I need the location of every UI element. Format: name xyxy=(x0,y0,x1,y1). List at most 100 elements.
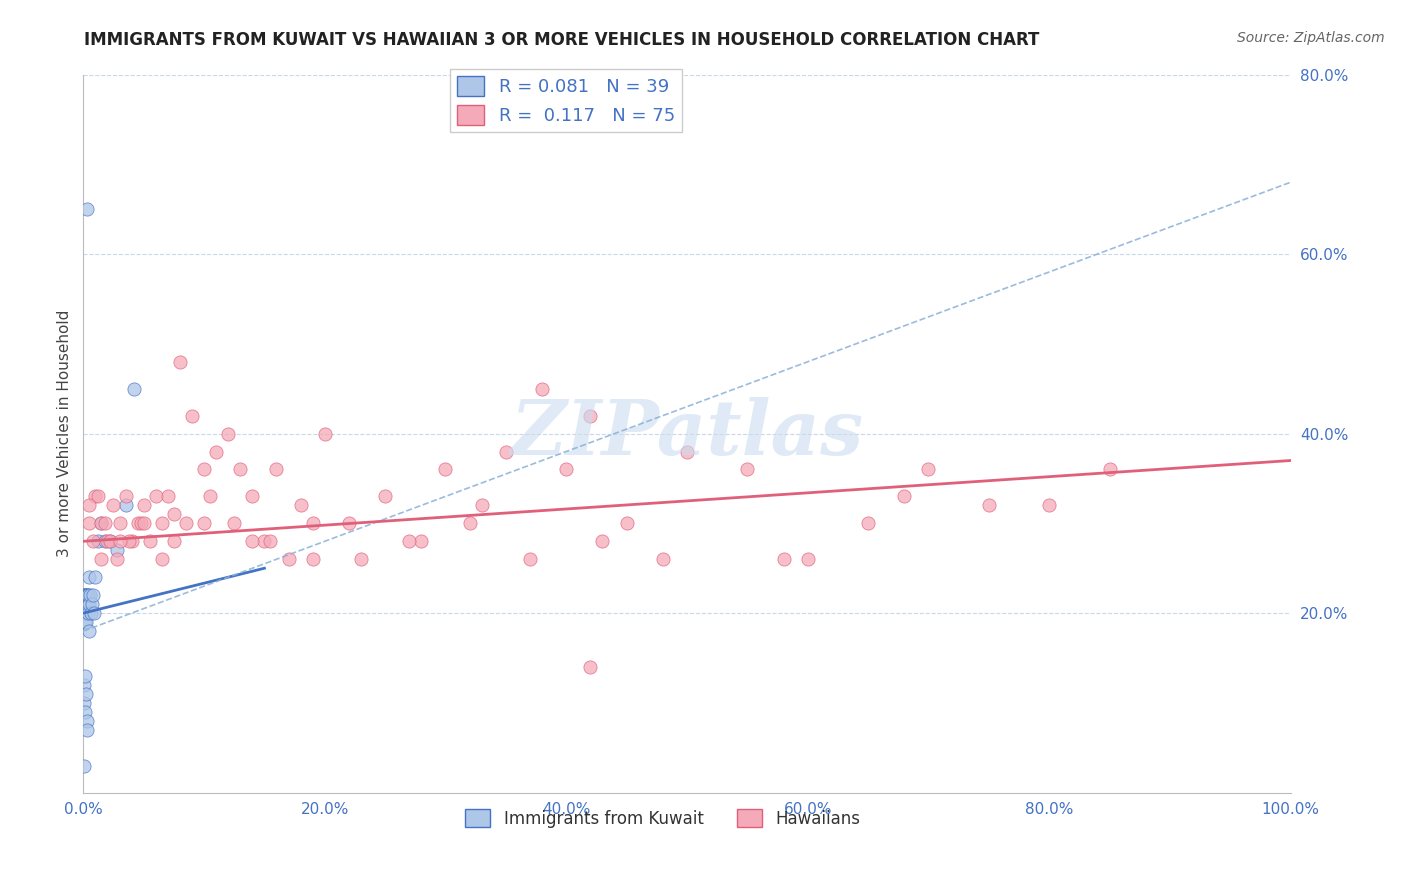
Point xyxy=(77,597,100,611)
Point xyxy=(314,426,336,441)
Text: IMMIGRANTS FROM KUWAIT VS HAWAIIAN 3 OR MORE VEHICLES IN HOUSEHOLD CORRELATION C: IMMIGRANTS FROM KUWAIT VS HAWAIIAN 3 OR … xyxy=(84,31,1039,49)
Point xyxy=(350,552,373,566)
Point xyxy=(80,597,103,611)
Point xyxy=(150,552,173,566)
Point xyxy=(77,606,100,620)
Point xyxy=(163,534,186,549)
Point xyxy=(73,758,96,772)
Point xyxy=(79,588,101,602)
Point xyxy=(277,552,299,566)
Point xyxy=(108,534,131,549)
Point xyxy=(105,543,128,558)
Point xyxy=(156,490,179,504)
Point xyxy=(79,499,101,513)
Point xyxy=(94,534,117,549)
Point xyxy=(193,462,215,476)
Point xyxy=(224,516,246,531)
Point xyxy=(471,499,494,513)
Point xyxy=(737,462,759,476)
Legend: Immigrants from Kuwait, Hawaiians: Immigrants from Kuwait, Hawaiians xyxy=(458,803,868,835)
Point xyxy=(73,705,96,719)
Point xyxy=(75,615,97,629)
Point xyxy=(205,444,228,458)
Point xyxy=(98,534,121,549)
Point xyxy=(240,534,263,549)
Point xyxy=(76,597,98,611)
Point xyxy=(90,516,112,531)
Point xyxy=(240,490,263,504)
Point xyxy=(150,516,173,531)
Point xyxy=(79,606,101,620)
Point xyxy=(96,534,118,549)
Point xyxy=(519,552,541,566)
Point xyxy=(73,588,96,602)
Point xyxy=(84,570,107,584)
Point xyxy=(917,462,939,476)
Point xyxy=(290,499,312,513)
Point xyxy=(98,534,121,549)
Text: ZIPatlas: ZIPatlas xyxy=(510,397,863,471)
Point xyxy=(77,624,100,638)
Point xyxy=(458,516,481,531)
Point xyxy=(169,355,191,369)
Point xyxy=(579,660,602,674)
Point xyxy=(114,499,136,513)
Point xyxy=(616,516,638,531)
Point xyxy=(229,462,252,476)
Point xyxy=(676,444,699,458)
Point xyxy=(253,534,276,549)
Point xyxy=(73,588,96,602)
Point xyxy=(1038,499,1060,513)
Point xyxy=(82,534,104,549)
Point xyxy=(76,202,98,216)
Point xyxy=(1098,462,1121,476)
Point xyxy=(73,696,96,710)
Point xyxy=(301,516,323,531)
Point xyxy=(127,516,149,531)
Point xyxy=(90,552,112,566)
Text: Source: ZipAtlas.com: Source: ZipAtlas.com xyxy=(1237,31,1385,45)
Point xyxy=(772,552,794,566)
Point xyxy=(76,588,98,602)
Point xyxy=(138,534,160,549)
Point xyxy=(75,588,97,602)
Point xyxy=(121,534,143,549)
Point xyxy=(75,597,97,611)
Point xyxy=(591,534,613,549)
Point xyxy=(75,588,97,602)
Point xyxy=(796,552,818,566)
Point xyxy=(174,516,197,531)
Point xyxy=(217,426,239,441)
Point xyxy=(79,570,101,584)
Point xyxy=(856,516,879,531)
Point xyxy=(398,534,420,549)
Point xyxy=(531,382,554,396)
Point xyxy=(75,687,97,701)
Point xyxy=(73,678,96,692)
Point xyxy=(181,409,204,423)
Point xyxy=(266,462,288,476)
Point xyxy=(129,516,152,531)
Point xyxy=(337,516,360,531)
Point xyxy=(114,490,136,504)
Point xyxy=(893,490,915,504)
Point xyxy=(76,723,98,737)
Point xyxy=(73,615,96,629)
Point xyxy=(411,534,433,549)
Point xyxy=(87,534,110,549)
Point xyxy=(118,534,141,549)
Point xyxy=(434,462,457,476)
Point xyxy=(132,516,155,531)
Point xyxy=(579,409,602,423)
Point xyxy=(73,606,96,620)
Point xyxy=(259,534,281,549)
Point xyxy=(103,499,125,513)
Point xyxy=(122,382,145,396)
Point xyxy=(105,552,128,566)
Point xyxy=(94,516,117,531)
Point xyxy=(132,499,155,513)
Point xyxy=(83,606,105,620)
Point xyxy=(90,516,112,531)
Point xyxy=(977,499,1000,513)
Point xyxy=(87,490,110,504)
